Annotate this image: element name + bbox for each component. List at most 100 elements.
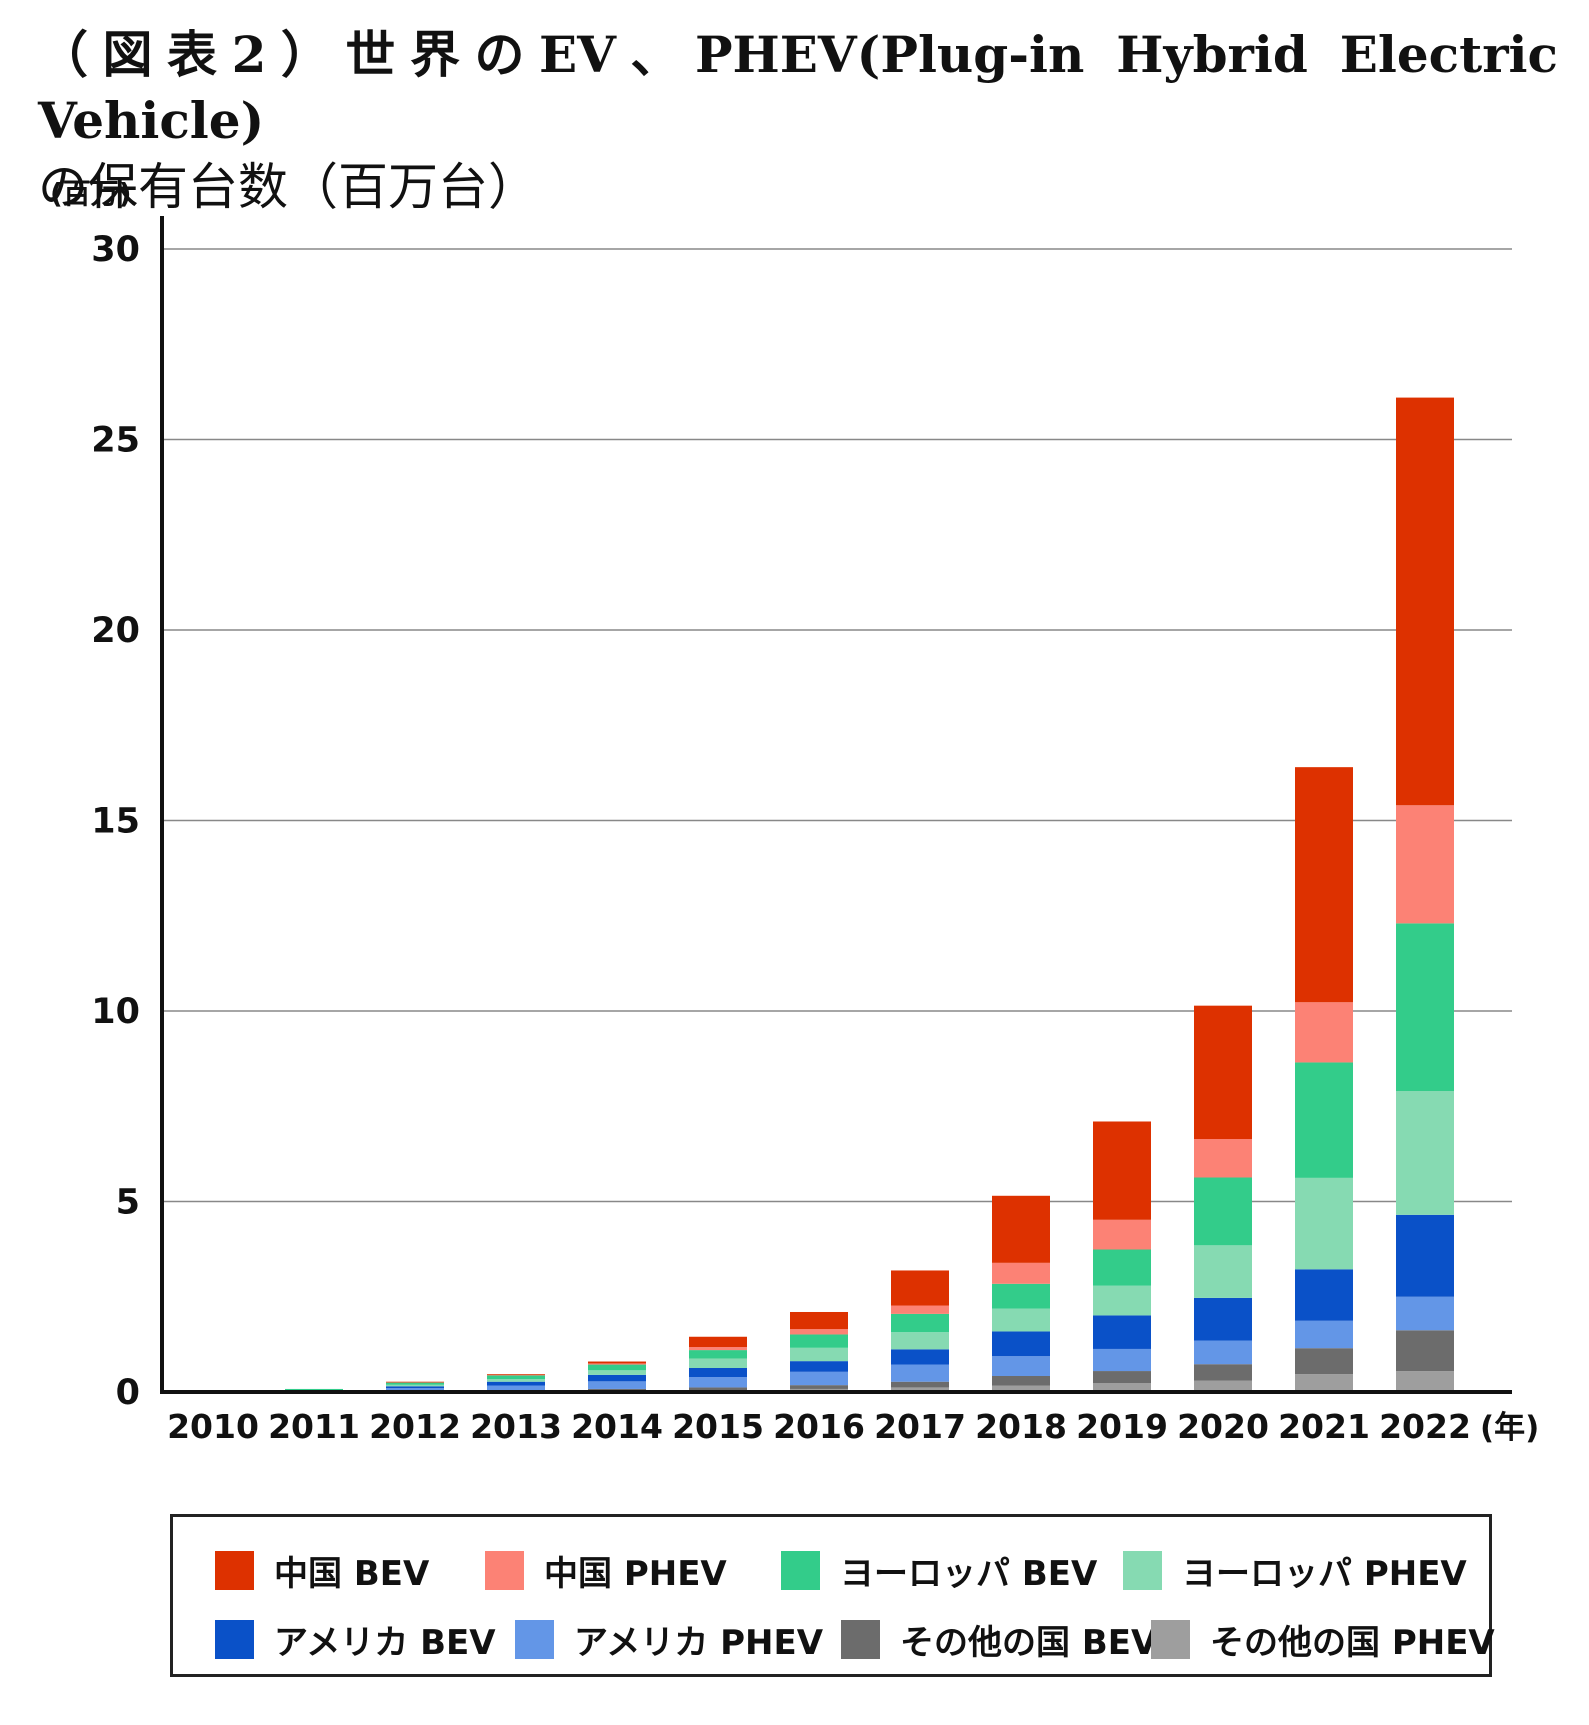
legend-label-china-phev: 中国 PHEV [544,1554,727,1594]
x-tick-label: 2012 [369,1407,461,1446]
legend-swatch-other-bev [841,1620,880,1659]
x-tick-label: 2011 [268,1407,360,1446]
legend-swatch-europe-bev [781,1551,820,1590]
bar-segment-usa-bev [1295,1269,1353,1321]
legend-label-europe-phev: ヨーロッパ PHEV [1182,1554,1467,1594]
y-tick-label: 25 [91,421,140,461]
bar-segment-other-bev [790,1385,848,1389]
bar-segment-europe-bev [487,1375,545,1380]
bar-segment-china-phev [386,1382,444,1383]
bar-segment-europe-bev [1295,1062,1353,1178]
bar-segment-europe-phev [386,1384,444,1387]
x-tick-label: 2016 [773,1407,865,1446]
bar-segment-other-phev [1194,1380,1252,1392]
legend-swatch-usa-bev [215,1620,254,1659]
bar-segment-usa-bev [1396,1214,1454,1297]
legend-item-other-bev: その他の国 BEV [841,1615,1157,1664]
bar-segment-china-phev [689,1347,747,1351]
chart-title: （図表2）世界のEV、PHEV(Plug-in Hybrid Electric … [38,22,1558,220]
bar-segment-china-phev [992,1262,1050,1284]
bar-segment-usa-phev [1295,1320,1353,1349]
bar-segment-other-bev [1295,1348,1353,1375]
bar-segment-china-bev [992,1195,1050,1263]
bar-segment-europe-bev [1396,923,1454,1092]
bar-segment-usa-bev [487,1381,545,1386]
y-tick-label: 20 [91,611,140,651]
bar-segment-other-bev [891,1381,949,1388]
bar-segment-europe-phev [1396,1091,1454,1215]
legend-swatch-china-bev [215,1551,254,1590]
bar-segment-china-bev [1396,397,1454,806]
x-tick-label: 2017 [874,1407,966,1446]
x-axis-unit-label: (年) [1480,1410,1540,1446]
bar-segment-europe-bev [891,1313,949,1333]
legend-label-europe-bev: ヨーロッパ BEV [840,1554,1098,1594]
bar-segment-usa-phev [891,1364,949,1382]
bar-segment-europe-phev [1093,1285,1151,1316]
bar-segment-china-bev [689,1336,747,1348]
bar-segment-europe-bev [1093,1249,1151,1286]
bar-segment-usa-bev [790,1361,848,1372]
x-tick-label: 2021 [1278,1407,1370,1446]
bar-segment-europe-phev [689,1358,747,1368]
bar-segment-europe-phev [588,1370,646,1375]
bar-segment-china-phev [487,1374,545,1376]
x-tick-label: 2019 [1076,1407,1168,1446]
legend-label-usa-phev: アメリカ PHEV [574,1623,824,1663]
bar-segment-china-bev [588,1361,646,1364]
bar-segment-china-bev [891,1270,949,1306]
bar-segment-china-phev [588,1363,646,1365]
y-tick-label: 30 [91,230,140,270]
bar-segment-usa-phev [992,1356,1050,1376]
bar-segment-usa-bev [1194,1297,1252,1341]
legend-item-usa-bev: アメリカ BEV [215,1615,496,1664]
bar-segment-europe-phev [487,1379,545,1382]
x-tick-label: 2018 [975,1407,1067,1446]
bar-segment-other-bev [992,1375,1050,1386]
bar-segment-usa-bev [588,1374,646,1382]
y-tick-label: 10 [91,992,140,1032]
x-tick-label: 2013 [470,1407,562,1446]
bar-segment-europe-bev [386,1382,444,1385]
legend-label-other-phev: その他の国 PHEV [1210,1623,1495,1663]
legend-item-europe-bev: ヨーロッパ BEV [781,1546,1097,1595]
bar-segment-usa-phev [689,1377,747,1388]
bar-segment-usa-phev [386,1388,444,1391]
x-tick-label: 2015 [672,1407,764,1446]
legend-item-usa-phev: アメリカ PHEV [515,1615,823,1664]
bar-segment-china-bev [1093,1121,1151,1220]
bar-segment-usa-phev [790,1371,848,1386]
bar-segment-china-bev [1194,1005,1252,1140]
chart-title-line2: の保有台数（百万台） [38,158,538,216]
chart-legend: 中国 BEV 中国 PHEV ヨーロッパ BEV ヨーロッパ PHEV アメリカ… [170,1514,1495,1677]
legend-item-china-phev: 中国 PHEV [485,1546,727,1595]
bar-segment-other-bev [1194,1364,1252,1381]
bar-segment-other-phev [1093,1383,1151,1392]
x-tick-label: 2014 [571,1407,663,1446]
bar-segment-china-phev [790,1329,848,1335]
bar-segment-usa-phev [1194,1340,1252,1365]
bar-segment-china-phev [1194,1139,1252,1178]
y-axis-unit-label: (百万) [50,177,132,210]
legend-swatch-usa-phev [515,1620,554,1659]
bar-segment-europe-phev [790,1347,848,1362]
x-tick-label: 2022 [1379,1407,1471,1446]
bar-segment-europe-bev [588,1364,646,1371]
stacked-bar-chart: 0 5 10 15 20 25 30 2010 2011 2012 2013 2014 2015 2016… [91,216,1512,1446]
bar-segment-usa-bev [1093,1315,1151,1349]
bar-segment-china-bev [790,1311,848,1330]
bar-segment-other-phev [992,1385,1050,1392]
bar-segment-usa-phev [1396,1296,1454,1331]
bar-segment-other-bev [689,1387,747,1391]
x-tick-label: 2010 [167,1407,259,1446]
bar-segment-europe-phev [1194,1245,1252,1298]
bar-segment-china-bev [487,1374,545,1375]
bar-segment-china-phev [1295,1002,1353,1063]
bar-segment-europe-phev [1295,1177,1353,1270]
bar-segment-china-phev [891,1305,949,1314]
bar-segment-europe-phev [891,1332,949,1350]
bar-segment-other-phev [1396,1371,1454,1392]
legend-item-china-bev: 中国 BEV [215,1546,429,1595]
bar-segment-europe-bev [285,1388,343,1391]
legend-label-usa-bev: アメリカ BEV [274,1623,496,1663]
